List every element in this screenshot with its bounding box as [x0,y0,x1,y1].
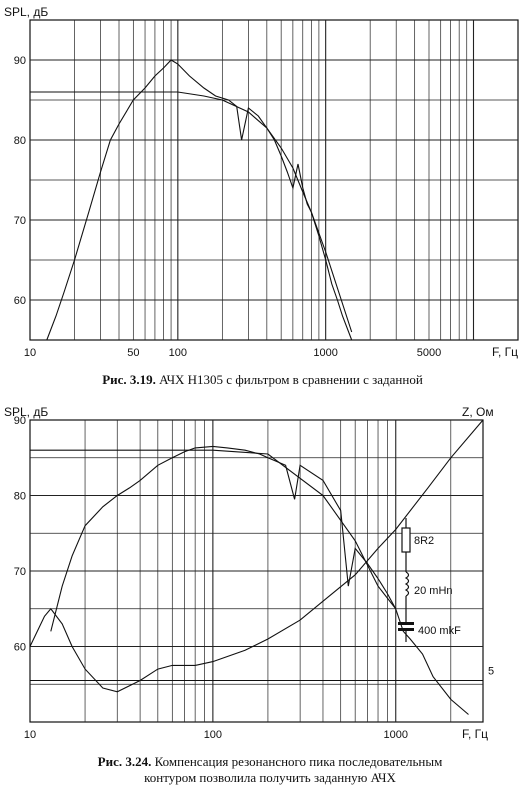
y-axis-label: SPL, дБ [4,405,48,419]
x-tick-label: 1000 [313,347,337,359]
caption-text-line1: Компенсация резонансного пика последоват… [151,754,443,769]
y2-axis-label: Z, Ом [462,405,494,419]
resistor-icon [401,527,411,553]
caption-text-line2: контуром позволила получить заданную АЧХ [144,770,396,785]
inductor-icon [404,571,410,597]
y-tick-label: 80 [14,491,26,503]
circuit-label: 400 mkF [418,625,461,637]
figure-caption-3-24: Рис. 3.24. Компенсация резонансного пика… [30,754,510,786]
x-axis-label: F, Гц [492,345,518,359]
figure-caption-3-19: Рис. 3.19. АЧХ Н1305 с фильтром в сравне… [0,372,525,388]
y-tick-label: 60 [14,295,26,307]
series-line-2 [30,449,397,610]
x-tick-label: 50 [127,347,139,359]
series-line-3 [29,419,484,693]
caption-text: АЧХ Н1305 с фильтром в сравнении с задан… [155,372,423,387]
circuit-diagram: 8R2 20 mHn 400 mkF [398,518,461,642]
circuit-label: 8R2 [414,535,434,547]
y-axis-label: SPL, дБ [4,5,48,19]
y-tick-label: 60 [14,642,26,654]
x-tick-label: 100 [169,347,187,359]
y-tick-label: 80 [14,135,26,147]
y-tick-label: 70 [14,566,26,578]
circuit-label: 20 mHn [414,585,453,597]
x-tick-label: 5000 [417,347,441,359]
x-tick-label: 10 [24,729,36,741]
x-tick-label: 100 [204,729,222,741]
capacitor-plate-icon [398,622,414,625]
x-tick-label: 1000 [384,729,408,741]
y-tick-label: 70 [14,215,26,227]
caption-label: Рис. 3.24. [97,754,152,769]
x-tick-label: 10 [24,347,36,359]
y-tick-label: 90 [14,55,26,67]
capacitor-plate-icon [398,628,414,631]
y-tick-label: 90 [14,415,26,427]
series-line-1 [50,445,469,715]
caption-label: Рис. 3.19. [102,372,156,387]
y2-tick-label: 5 [488,665,494,677]
series-line-2 [30,91,353,333]
chart-top: 60 70 80 90 10 50 100 1000 5000 SPL, дБ F, Гц [4,5,519,359]
x-axis-label: F, Гц [462,727,488,741]
